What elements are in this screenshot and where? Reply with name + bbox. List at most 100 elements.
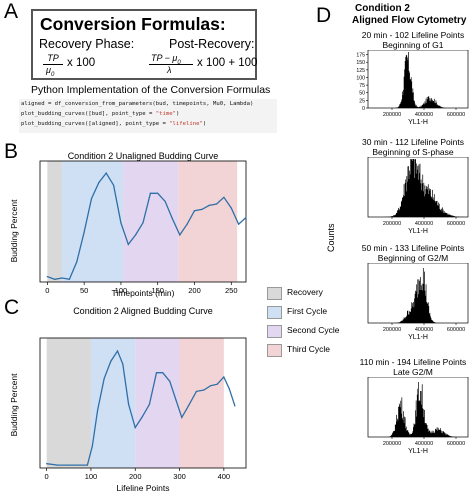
region-2 <box>123 161 179 282</box>
chart-b-ylabel: Budding Percent <box>9 199 19 262</box>
data-point-11 <box>127 243 129 245</box>
data-point-23 <box>209 385 212 387</box>
region-2 <box>135 338 180 468</box>
x-tick-label-5: 250 <box>225 286 238 295</box>
code-line-3-close: ) <box>202 121 207 127</box>
region-3 <box>178 161 238 282</box>
data-point-4 <box>76 261 78 263</box>
data-point-4 <box>86 464 89 466</box>
aligned-budding-chart: Condition 2 Aligned Budding Curve Lifeli… <box>9 306 247 493</box>
data-point-9 <box>116 350 119 352</box>
code-line-3-string: "lifeline" <box>169 121 203 127</box>
data-point-8 <box>110 360 112 362</box>
y-tick-label: 0 <box>362 106 365 112</box>
panel-label-b: B <box>4 140 19 163</box>
data-point-14 <box>149 192 151 194</box>
region-3 <box>179 338 224 468</box>
recovery-denominator: μ0 <box>46 65 54 78</box>
data-point-27 <box>245 216 247 219</box>
data-point-17 <box>171 218 174 220</box>
legend-swatch <box>267 325 282 338</box>
y-tick-label: 175 <box>356 53 365 59</box>
data-point-3 <box>68 278 71 280</box>
data-point-15 <box>157 192 159 194</box>
x-tick-label: 200000 <box>383 112 401 118</box>
data-point-16 <box>162 372 164 374</box>
flow-title-line2: Aligned Flow Cytometry <box>352 15 467 26</box>
flow-panel-caption-line2: Beginning of S-phase <box>372 147 454 157</box>
data-point-1 <box>54 278 56 280</box>
histogram-xlabel: YL1-H <box>408 448 428 455</box>
y-tick-label: 150 <box>356 60 365 66</box>
chart-c-ylabel: Budding Percent <box>9 373 19 436</box>
plot-frame <box>39 160 247 283</box>
legend-label: Recovery <box>287 287 323 297</box>
code-line-1: aligned = df_conversion_from_parameters(… <box>21 101 254 107</box>
data-point-16 <box>164 200 166 202</box>
data-point-8 <box>105 172 107 174</box>
post-multiplier: x 100 + 100 <box>197 57 258 69</box>
data-point-25 <box>230 207 232 209</box>
x-tick-label-2: 200 <box>129 472 142 481</box>
data-point-12 <box>135 234 137 236</box>
code-line-2-string: "time" <box>155 111 176 117</box>
python-title: Python Implementation of the Conversion … <box>31 84 271 96</box>
flow-panel-caption-line2: Beginning of G2/M <box>377 253 449 263</box>
chart-b-xlabel: Timepoints (min) <box>112 288 175 298</box>
data-point-13 <box>142 222 144 224</box>
chart-c-xlabel: Lifeline Points <box>117 483 170 493</box>
recovery-denominator-symbol: μ <box>46 65 51 75</box>
recovery-label: Recovery Phase: <box>39 37 135 51</box>
x-tick-label: 400000 <box>415 327 433 333</box>
data-point-11 <box>128 403 130 406</box>
data-point-22 <box>208 204 210 206</box>
code-line-3-call: plot_budding_curves([aligned], point_typ… <box>21 121 170 127</box>
data-point-0 <box>46 276 48 278</box>
x-tick-label: 200000 <box>383 221 401 227</box>
x-tick-label: 400000 <box>415 112 433 118</box>
chart-b-title: Condition 2 Unaligned Budding Curve <box>68 151 219 161</box>
region-1 <box>62 161 124 282</box>
budding-series-line <box>46 349 236 466</box>
data-point-3 <box>79 464 81 466</box>
data-point-1 <box>57 464 59 466</box>
x-tick-label-3: 300 <box>173 472 186 481</box>
histogram-xlabel: YL1-H <box>408 119 428 126</box>
legend-swatch <box>267 344 282 357</box>
x-tick-label: 400000 <box>415 221 433 227</box>
data-point-24 <box>216 383 218 385</box>
data-point-26 <box>238 223 240 225</box>
data-point-24 <box>223 196 225 198</box>
flow-panel-caption-line2: Beginning of G1 <box>382 40 444 50</box>
data-point-10 <box>120 222 122 224</box>
histogram-bars <box>378 159 464 217</box>
data-point-25 <box>223 376 225 378</box>
recovery-numerator: TP <box>47 53 59 63</box>
data-point-18 <box>179 234 181 236</box>
x-tick-label: 600000 <box>447 112 465 118</box>
data-point-19 <box>186 223 188 225</box>
post-numerator-sub: 0 <box>177 59 181 66</box>
data-point-5 <box>83 231 85 233</box>
code-line-2: plot_budding_curves([bud], point_type = … <box>21 111 179 117</box>
data-point-12 <box>134 426 136 429</box>
x-tick-label: 200000 <box>383 327 401 333</box>
y-tick-label: 100 <box>356 75 365 81</box>
data-point-20 <box>187 405 190 407</box>
y-tick-label: 125 <box>356 68 365 74</box>
x-tick-label-0: 0 <box>45 286 49 295</box>
recovery-fraction-bar <box>43 64 63 65</box>
chart-c-title: Condition 2 Aligned Budding Curve <box>73 306 213 316</box>
post-numerator: TP − μ0 <box>151 53 181 66</box>
code-line-2-close: ) <box>175 111 180 117</box>
x-tick-label: 600000 <box>447 221 465 227</box>
code-block: aligned = df_conversion_from_parameters(… <box>19 99 277 133</box>
histogram-xlabel: YL1-H <box>408 334 428 341</box>
data-point-13 <box>141 416 143 419</box>
data-point-0 <box>46 463 48 465</box>
data-point-7 <box>98 181 100 184</box>
histogram-bars <box>393 52 451 108</box>
x-tick-label-1: 50 <box>80 286 88 295</box>
